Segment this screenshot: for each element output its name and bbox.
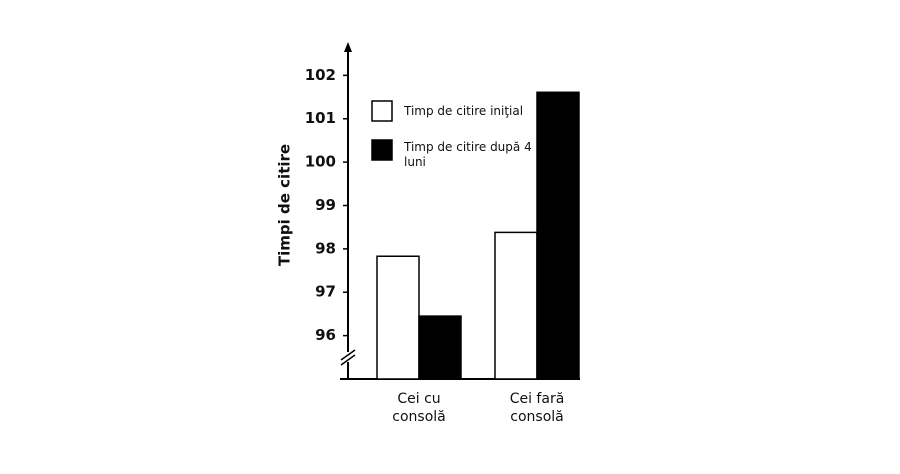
- bar: [536, 91, 580, 380]
- legend-label-box: Timp de citire după 4 luni: [404, 140, 532, 169]
- y-tick-label: 98: [315, 239, 336, 257]
- bar: [494, 231, 538, 380]
- x-tick-label: Cei cu consolă: [392, 391, 446, 425]
- legend-label-box: Timp de citire iniţial: [404, 104, 524, 118]
- legend-label: Timp de citire după 4 luni: [404, 140, 532, 169]
- x-tick-label: Cei fară consolă: [509, 391, 565, 425]
- y-tick-label: 97: [315, 283, 336, 301]
- y-tick-label: 99: [315, 196, 336, 214]
- x-tick-label-box: Cei cu consolă: [392, 391, 446, 425]
- axis-arrow: [344, 42, 352, 52]
- axis-break-gap: [340, 352, 356, 362]
- legend-swatch: [371, 100, 393, 122]
- legend-swatch: [371, 139, 393, 161]
- axis-break: [340, 354, 356, 366]
- x-tick-label-box: Cei fară consolă: [509, 391, 565, 425]
- y-axis-title: Timpi de citire: [276, 144, 294, 266]
- y-tick-label: 101: [305, 109, 336, 127]
- y-tick-label: 100: [305, 153, 336, 171]
- y-tick-label: 96: [315, 326, 336, 344]
- bar: [376, 255, 420, 380]
- axis-break: [340, 349, 356, 361]
- y-tick-label: 102: [305, 66, 336, 84]
- bar: [418, 315, 462, 380]
- legend-label: Timp de citire iniţial: [404, 104, 524, 118]
